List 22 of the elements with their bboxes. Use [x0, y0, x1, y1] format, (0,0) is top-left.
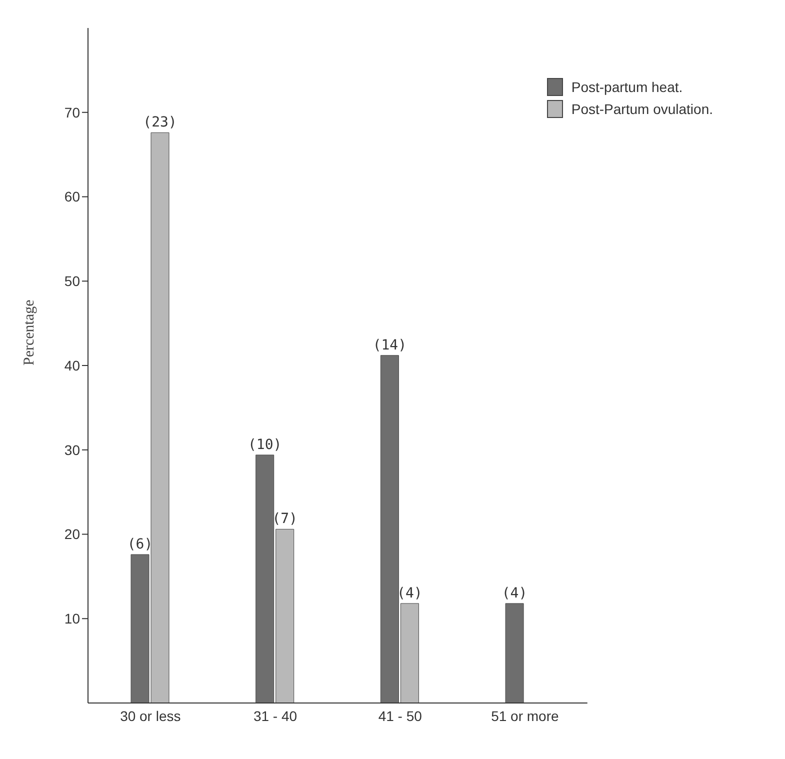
bar	[505, 603, 524, 703]
y-tick-label: 20	[64, 526, 80, 542]
annotation: (4)	[502, 585, 528, 602]
annotation: (10)	[248, 436, 282, 453]
annotation: (4)	[397, 585, 422, 602]
annotation: (14)	[372, 337, 407, 354]
x-tick-label: 41 - 50	[378, 708, 422, 724]
annotation: (7)	[272, 511, 298, 528]
legend-label: Post-Partum ovulation.	[571, 101, 713, 117]
legend-label: Post-partum heat.	[571, 79, 683, 95]
y-tick-label: 60	[64, 188, 80, 205]
annotation: (6)	[127, 536, 153, 552]
x-tick-label: 51 or more	[491, 708, 560, 724]
y-tick-label: 10	[64, 610, 80, 627]
y-tick-label: 70	[64, 104, 80, 120]
y-tick-label: 30	[64, 442, 80, 458]
y-axis-title: Percentage	[21, 299, 38, 366]
y-tick-label: 40	[64, 357, 80, 374]
annotation: (23)	[143, 114, 177, 131]
y-tick-label: 50	[64, 273, 80, 290]
x-tick-label: 31 - 40	[253, 708, 298, 724]
x-tick-label: 30 or less	[120, 708, 181, 724]
